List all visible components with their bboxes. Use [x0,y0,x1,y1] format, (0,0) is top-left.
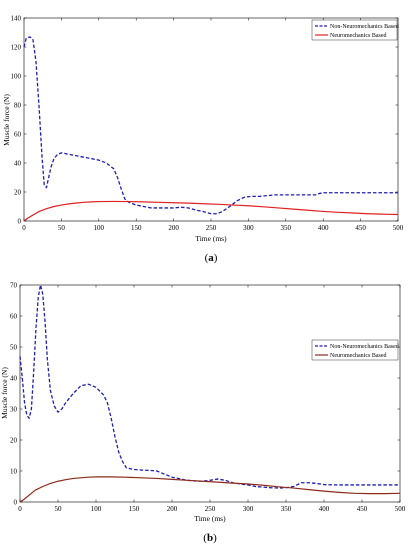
y-tick-label-b: 60 [10,312,18,320]
panel-caption-letter-a: a [208,252,214,264]
y-tick-label-b: 30 [10,405,18,413]
y-axis-label-a: Muscle force (N) [2,94,11,146]
y-axis-label-b: Muscle force (N) [0,367,9,419]
panel-caption-b: (b) [203,532,217,544]
legend-box-b [311,339,399,361]
x-tick-label-a: 500 [393,224,404,232]
y-tick-label-b: 50 [10,343,18,351]
x-tick-label-a: 100 [94,224,105,232]
x-tick-label-b: 400 [319,505,330,513]
x-tick-label-a: 350 [281,224,292,232]
series-line-neuro-a [23,200,399,222]
legend-label-non-neuro-b: Non-Neuromechanics Based [330,344,399,350]
axis-ticks-b: 0 50 100 150 200 250 300 350 400 450 500 0 10 20 30 40 5… [10,281,406,513]
y-tick-label-b: 10 [10,467,18,475]
y-tick-label-a: 0 [18,217,22,225]
chart-panel-a: 0 50 100 150 200 250 300 350 400 450 500 0 20 40 60 80 1… [2,14,404,264]
y-tick-label-a: 40 [14,159,22,167]
x-tick-label-b: 350 [281,505,292,513]
series-layer-a [23,36,399,222]
panel-caption-letter-b: b [207,532,213,544]
x-tick-label-a: 300 [243,224,254,232]
x-axis-label-b: Time (ms) [194,514,226,523]
x-tick-label-a: 150 [131,224,142,232]
x-tick-label-b: 300 [243,505,254,513]
y-tick-label-a: 100 [11,72,22,80]
legend-box-a [311,19,398,41]
y-tick-label-b: 0 [14,498,18,506]
legend-label-non-neuro-a: Non-Neuromechanics Based [330,24,399,30]
x-tick-label-b: 50 [55,505,63,513]
series-line-non-neuro-b [19,284,400,489]
series-line-non-neuro-a [23,36,398,215]
x-tick-label-b: 450 [357,505,368,513]
y-tick-label-b: 70 [10,281,18,289]
x-tick-label-a: 400 [318,224,329,232]
y-tick-label-a: 140 [11,14,22,22]
y-tick-label-a: 80 [14,101,22,109]
y-tick-label-a: 120 [11,43,22,51]
panel-caption-a: (a) [205,252,218,264]
series-layer-b [19,284,401,503]
series-line-neuro-b [19,476,401,503]
x-tick-label-b: 150 [129,505,140,513]
x-tick-label-b: 100 [91,505,102,513]
plot-frame-a [23,17,399,222]
legend-a: Non-Neuromechanics Based Neuromechanics … [311,19,399,41]
x-tick-label-a: 0 [22,224,26,232]
y-tick-label-a: 60 [14,130,22,138]
x-tick-label-a: 50 [58,224,66,232]
x-tick-label-b: 0 [18,505,22,513]
y-tick-label-b: 20 [10,436,18,444]
x-tick-label-b: 500 [395,505,406,513]
legend-label-neuro-a: Neuromechanics Based [330,33,386,39]
axis-ticks-a: 0 50 100 150 200 250 300 350 400 450 500 0 20 40 60 80 1… [11,14,404,232]
legend-label-neuro-b: Neuromechanics Based [330,353,386,359]
x-axis-label-a: Time (ms) [195,234,227,243]
y-tick-label-b: 40 [10,374,18,382]
x-tick-label-b: 250 [205,505,216,513]
x-tick-label-a: 200 [168,224,179,232]
x-tick-label-b: 200 [167,505,178,513]
x-tick-label-a: 250 [206,224,217,232]
legend-b: Non-Neuromechanics Based Neuromechanics … [311,339,399,361]
plot-frame-b [19,284,401,503]
x-tick-label-a: 450 [355,224,366,232]
y-tick-label-a: 20 [14,188,22,196]
chart-panel-b: 0 50 100 150 200 250 300 350 400 450 500 0 10 20 30 40 5… [0,281,406,544]
